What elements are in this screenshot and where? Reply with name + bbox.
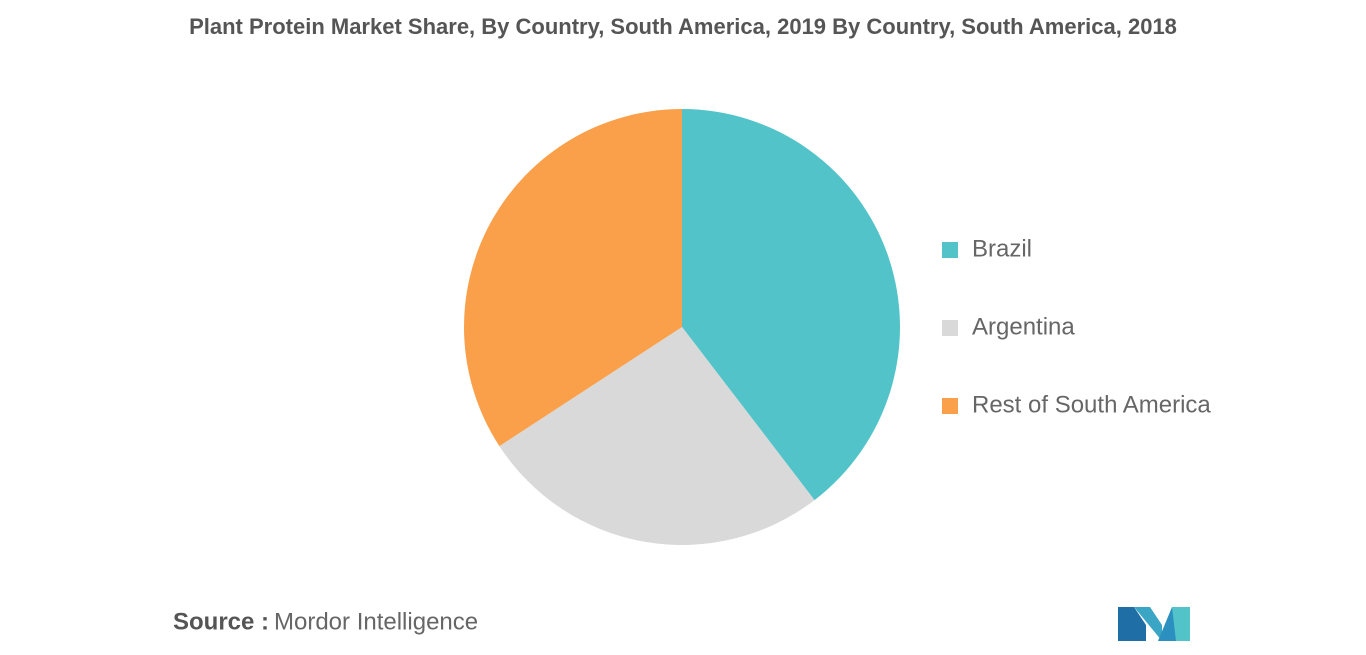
- legend-label: Brazil: [972, 235, 1032, 262]
- source: Mordor Intelligence: [274, 608, 478, 635]
- legend-swatch: [942, 320, 958, 336]
- pie-slice: [464, 109, 682, 447]
- legend-label: Rest of South America: [972, 391, 1211, 418]
- legend-swatch: [942, 242, 958, 258]
- chart-title: Plant Protein Market Share, By Country, …: [189, 14, 1177, 39]
- source-label: Source :: [173, 608, 269, 635]
- pie-slice: [499, 327, 815, 545]
- legend-swatch: [942, 398, 958, 414]
- logo: [1118, 607, 1190, 641]
- legend-label: Argentina: [972, 313, 1075, 340]
- pie-slice: [682, 109, 900, 501]
